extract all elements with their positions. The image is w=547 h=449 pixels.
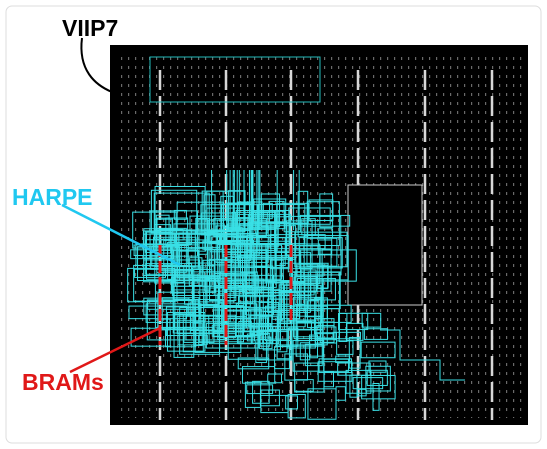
viip7-label: VIIP7 <box>62 15 118 41</box>
hard-block <box>348 185 422 305</box>
harpe-label: HARPE <box>12 184 93 210</box>
floorplan-figure: VIIP7 HARPE BRAMs <box>0 0 547 449</box>
page: VIIP7 HARPE BRAMs (() => { const data = … <box>0 0 547 449</box>
brams-label: BRAMs <box>22 369 104 395</box>
